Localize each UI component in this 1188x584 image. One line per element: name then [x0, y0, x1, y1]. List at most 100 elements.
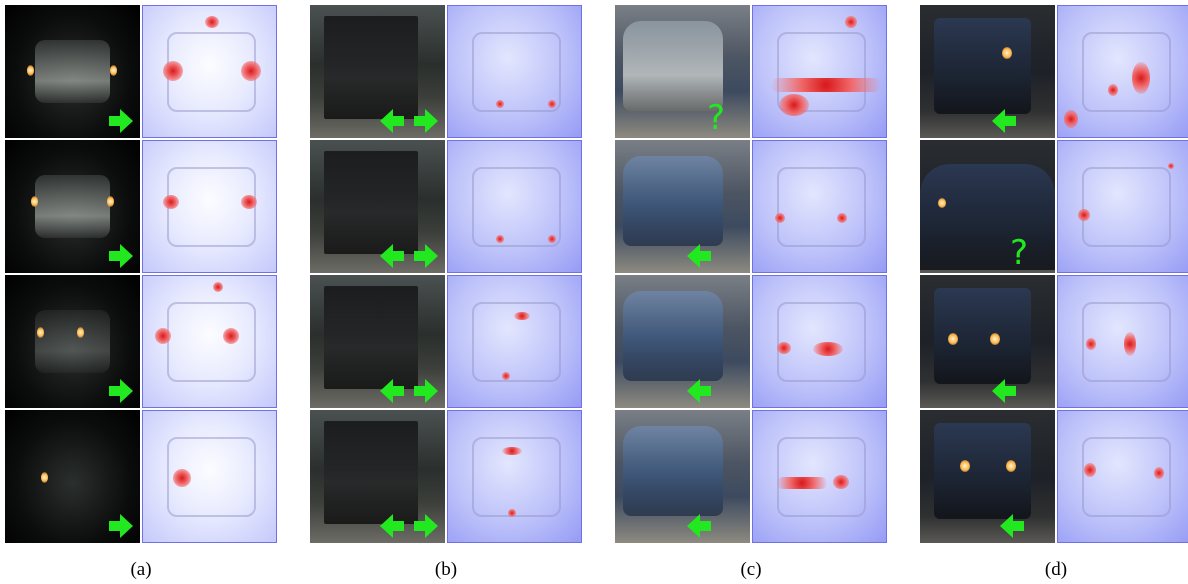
hotspot	[1124, 332, 1136, 356]
hotspot	[1078, 209, 1090, 221]
vehicle-outline	[471, 302, 562, 383]
original-column	[5, 5, 140, 545]
hotspot	[837, 213, 847, 223]
vehicle-outline	[166, 437, 257, 518]
hotspot	[1064, 110, 1078, 128]
question-mark-icon: ?	[1010, 233, 1029, 273]
vehicle-outline	[776, 32, 867, 113]
left-arrow-icon	[380, 514, 404, 538]
hotspot	[241, 61, 261, 81]
left-arrow-icon	[1000, 514, 1024, 538]
vehicle	[323, 15, 418, 120]
hotspot	[496, 100, 504, 108]
caption-d: (d)	[1044, 559, 1068, 580]
hotspot	[1086, 338, 1096, 350]
hotspot	[1154, 467, 1164, 479]
vehicle	[34, 309, 111, 374]
vehicle	[623, 425, 723, 517]
right-arrow-icon	[109, 244, 133, 268]
heatmap-image	[1057, 140, 1188, 273]
headlight	[948, 333, 958, 345]
original-image	[5, 275, 140, 408]
heatmap-column	[447, 5, 582, 545]
original-image	[310, 410, 445, 543]
vehicle	[933, 423, 1031, 520]
vehicle-outline	[471, 437, 562, 518]
right-arrow-icon	[414, 244, 438, 268]
caption-a: (a)	[130, 559, 152, 580]
heatmap-image	[1057, 275, 1188, 408]
original-image	[5, 410, 140, 543]
original-image	[5, 140, 140, 273]
hotspot	[502, 372, 510, 380]
heatmap-image	[752, 410, 887, 543]
original-column	[310, 5, 445, 545]
hotspot	[173, 469, 191, 487]
hotspot	[1108, 84, 1118, 96]
original-column: ?	[615, 5, 750, 545]
original-image	[310, 140, 445, 273]
heatmap-column	[142, 5, 277, 545]
hotspot	[1168, 163, 1174, 169]
original-image	[920, 5, 1055, 138]
hotspot	[775, 213, 785, 223]
original-image	[615, 410, 750, 543]
heatmap-image	[752, 5, 887, 138]
vehicle	[323, 420, 418, 525]
hotspot	[845, 16, 857, 28]
headlight	[938, 198, 946, 208]
vehicle	[623, 20, 723, 112]
vehicle	[920, 163, 1055, 271]
hotspot	[833, 475, 849, 489]
heatmap-column	[752, 5, 887, 545]
right-arrow-icon	[109, 379, 133, 403]
heatmap-image	[447, 275, 582, 408]
taillight	[37, 327, 44, 338]
taillight	[107, 196, 114, 207]
hotspot	[777, 477, 827, 489]
hotspot	[223, 328, 239, 344]
hotspot	[779, 94, 809, 116]
heatmap-image	[142, 140, 277, 273]
heatmap-image	[447, 140, 582, 273]
hotspot	[771, 78, 881, 92]
vehicle-outline	[1081, 437, 1172, 518]
hotspot	[777, 342, 791, 354]
vehicle-outline	[776, 167, 867, 248]
heatmap-image	[1057, 5, 1188, 138]
panel-b	[310, 5, 582, 545]
vehicle-outline	[776, 302, 867, 383]
hotspot	[163, 61, 183, 81]
original-image	[615, 140, 750, 273]
vehicle-outline	[1081, 167, 1172, 248]
panel-d: ?	[920, 5, 1188, 545]
left-arrow-icon	[380, 244, 404, 268]
vehicle-outline	[166, 302, 257, 383]
headlight	[1006, 460, 1016, 472]
vehicle-outline	[1081, 32, 1172, 113]
hotspot	[1132, 62, 1150, 94]
panel-a	[5, 5, 277, 545]
vehicle	[933, 18, 1031, 115]
heatmap-image	[142, 5, 277, 138]
vehicle-outline	[471, 167, 562, 248]
taillight	[77, 327, 84, 338]
hotspot	[496, 235, 504, 243]
original-image: ?	[920, 140, 1055, 273]
vehicle	[323, 150, 418, 255]
right-arrow-icon	[109, 514, 133, 538]
headlight	[1002, 47, 1012, 59]
heatmap-image	[447, 5, 582, 138]
panel-c: ?	[615, 5, 887, 545]
left-arrow-icon	[992, 379, 1016, 403]
right-arrow-icon	[414, 109, 438, 133]
hotspot	[508, 509, 516, 517]
left-arrow-icon	[380, 379, 404, 403]
right-arrow-icon	[414, 514, 438, 538]
heatmap-image	[1057, 410, 1188, 543]
right-arrow-icon	[414, 379, 438, 403]
taillight	[41, 472, 48, 483]
hotspot	[548, 100, 556, 108]
heatmap-image	[142, 275, 277, 408]
vehicle	[34, 174, 111, 239]
